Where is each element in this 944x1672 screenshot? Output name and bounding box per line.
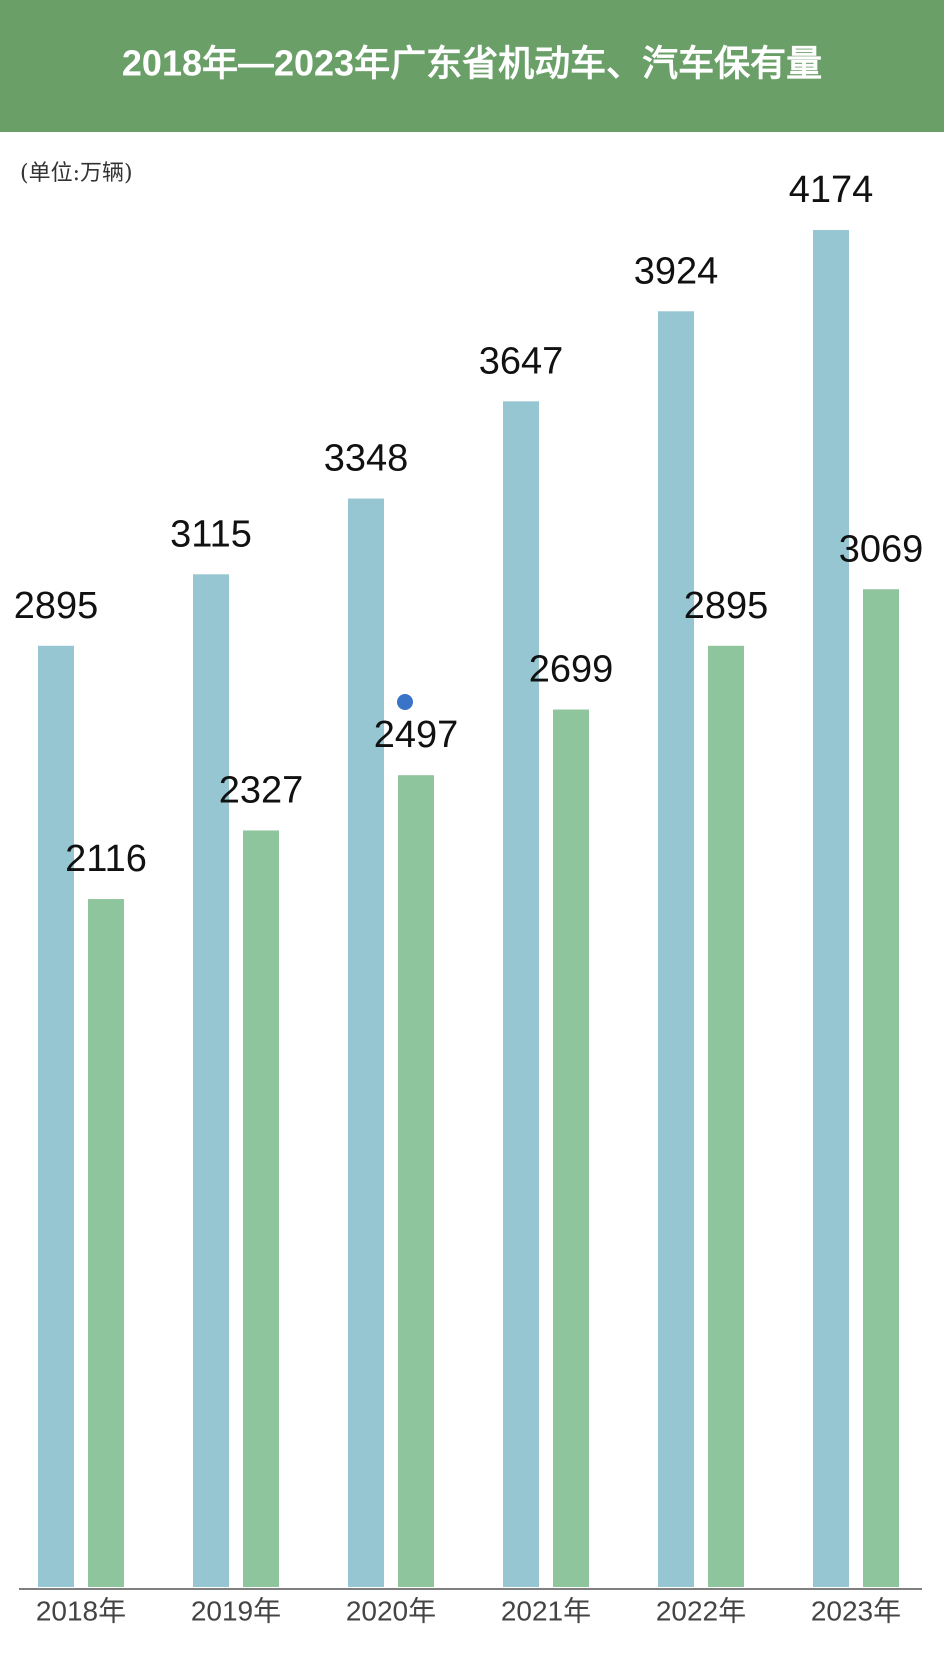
value-label: 3348 xyxy=(324,438,409,480)
unit-label: (单位:万辆) xyxy=(20,161,133,186)
value-label: 2895 xyxy=(684,585,769,627)
bar xyxy=(243,830,279,1587)
cursor-dot xyxy=(397,694,413,710)
x-tick-label: 2020年 xyxy=(346,1595,436,1626)
bar xyxy=(193,574,229,1587)
bar xyxy=(658,311,694,1587)
value-label: 2497 xyxy=(374,714,459,756)
value-label: 2895 xyxy=(14,585,99,627)
bar xyxy=(708,645,744,1587)
x-tick-label: 2023年 xyxy=(811,1595,901,1626)
bar xyxy=(553,709,589,1587)
bar xyxy=(88,899,124,1587)
x-tick-label: 2018年 xyxy=(36,1595,126,1626)
value-label: 2327 xyxy=(219,769,304,811)
bar xyxy=(863,589,899,1587)
x-tick-label: 2022年 xyxy=(656,1595,746,1626)
chart-title: 2018年—2023年广东省机动车、汽车保有量 xyxy=(122,43,822,84)
value-label: 3647 xyxy=(479,340,564,382)
value-label: 3924 xyxy=(634,250,719,292)
value-label: 3115 xyxy=(170,513,252,555)
bar xyxy=(813,229,849,1588)
value-label: 4174 xyxy=(789,169,874,211)
value-label: 2116 xyxy=(65,838,147,880)
x-tick-label: 2021年 xyxy=(501,1595,591,1626)
bar xyxy=(503,401,539,1587)
x-tick-label: 2019年 xyxy=(191,1595,281,1626)
value-label: 3069 xyxy=(839,528,924,570)
bar xyxy=(398,775,434,1587)
bar xyxy=(38,645,74,1587)
value-label: 2699 xyxy=(529,649,614,691)
bar xyxy=(348,498,384,1587)
header-band xyxy=(0,0,944,132)
